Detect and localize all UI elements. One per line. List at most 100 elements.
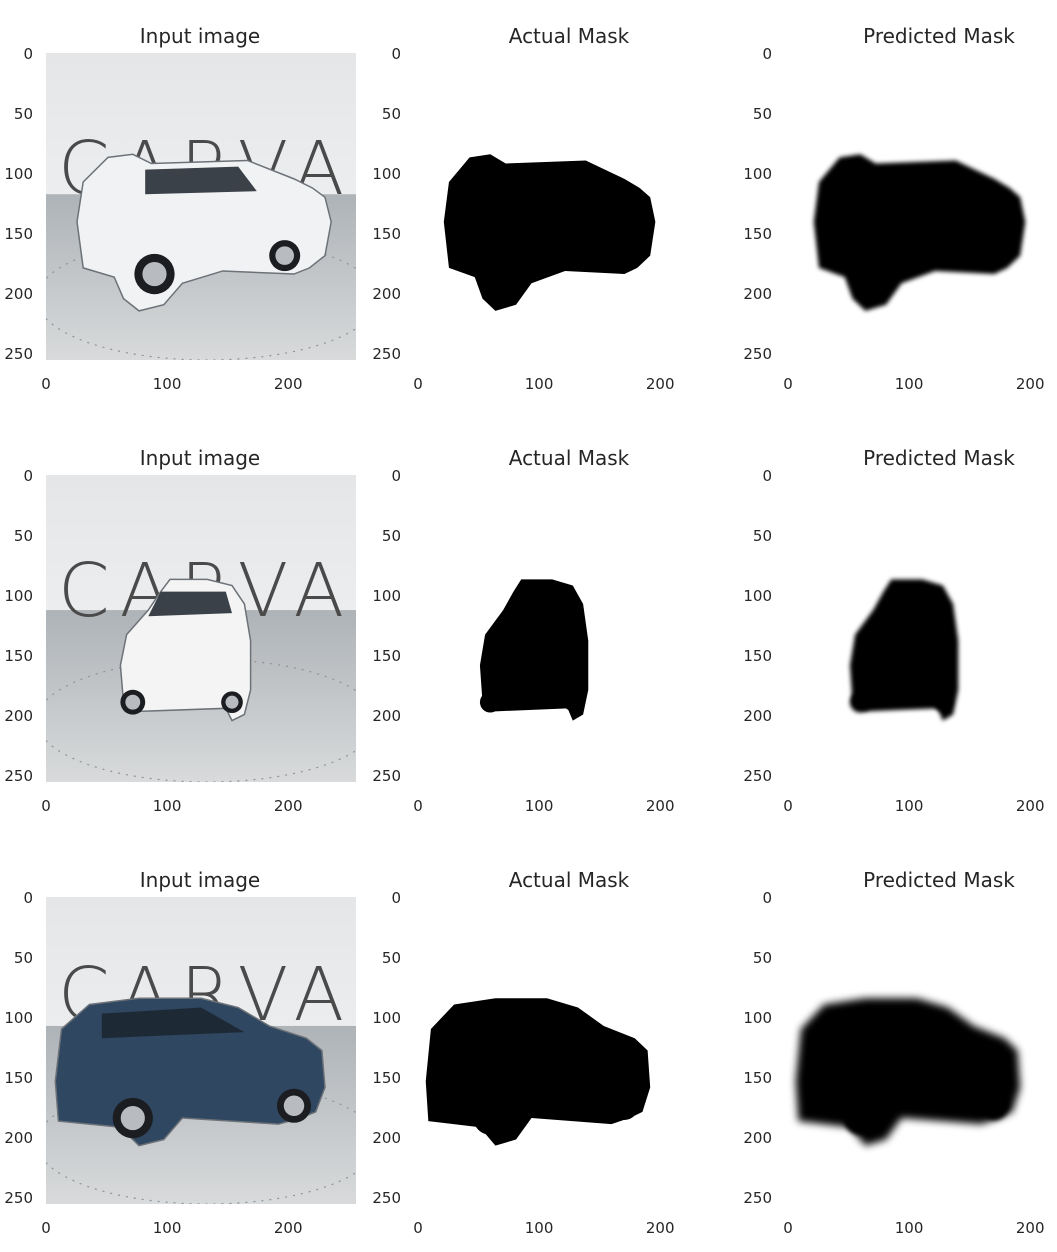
- panel-r3-c3-mask-blurred: Predicted Mask 0 50 100 150 200 250 0 100 200: [743, 868, 1046, 1237]
- mask-image: [418, 475, 676, 782]
- y-tick-label: 100: [372, 1009, 401, 1027]
- y-tick-label: 0: [23, 889, 33, 907]
- y-tick-label: 50: [753, 527, 772, 545]
- mask-wheel-blob: [849, 691, 871, 713]
- y-tick-label: 150: [372, 647, 401, 665]
- y-tick-label: 250: [4, 1189, 33, 1207]
- car-rim: [142, 261, 167, 287]
- y-tick-label: 100: [372, 165, 401, 183]
- y-tick-label: 50: [382, 527, 401, 545]
- y-tick-label: 150: [372, 1069, 401, 1087]
- y-tick-label: 100: [372, 587, 401, 605]
- x-tick-label: 100: [153, 1219, 182, 1237]
- y-tick-label: 200: [372, 285, 401, 303]
- panel-title: Actual Mask: [509, 868, 630, 892]
- mask-wheel-blob: [491, 257, 526, 291]
- y-tick-label: 0: [23, 467, 33, 485]
- predicted-mask: [849, 579, 959, 721]
- x-tick-label: 0: [413, 797, 423, 815]
- y-tick-label: 250: [4, 345, 33, 363]
- y-tick-label: 250: [372, 345, 401, 363]
- carvana-watermark: CARVANA: [58, 548, 480, 634]
- y-tick-label: 50: [753, 949, 772, 967]
- y-tick-label: 150: [4, 1069, 33, 1087]
- x-tick-label: 100: [153, 375, 182, 393]
- x-tick-label: 100: [153, 797, 182, 815]
- y-tick-label: 150: [4, 225, 33, 243]
- car-rim: [120, 1105, 145, 1131]
- panel-r2-c2-mask-sharp: Actual Mask 0 50 100 150 200 250 0 100 200: [372, 446, 676, 815]
- y-tick-label: 250: [4, 767, 33, 785]
- y-tick-label: 100: [743, 587, 772, 605]
- car-photo: CARVANA: [46, 475, 480, 782]
- y-tick-label: 100: [743, 1009, 772, 1027]
- x-tick-label: 200: [1016, 375, 1045, 393]
- panel-r3-c1-photo: Input image CARVANA 0 50 100 150 200 250 0 100 200: [4, 868, 356, 1237]
- panel-title: Actual Mask: [509, 24, 630, 48]
- panel-title: Input image: [140, 868, 260, 892]
- x-tick-label: 0: [783, 375, 793, 393]
- ground-truth-mask: [479, 579, 589, 721]
- mask-image: [788, 475, 1046, 782]
- y-tick-label: 150: [372, 225, 401, 243]
- x-tick-label: 200: [1016, 797, 1045, 815]
- y-tick-label: 200: [372, 707, 401, 725]
- car-window: [101, 1007, 245, 1039]
- car-rim: [125, 694, 141, 710]
- panel-title: Predicted Mask: [863, 446, 1015, 470]
- y-tick-label: 250: [372, 1189, 401, 1207]
- mask-image: [418, 897, 676, 1204]
- x-tick-label: 0: [41, 1219, 51, 1237]
- x-tick-label: 200: [274, 797, 303, 815]
- car-photo: CARVANA: [46, 53, 356, 360]
- car-rim: [275, 246, 295, 265]
- x-tick-label: 200: [274, 375, 303, 393]
- y-tick-label: 0: [762, 889, 772, 907]
- y-tick-label: 200: [743, 707, 772, 725]
- mask-wheel-blob: [603, 242, 630, 269]
- y-tick-label: 150: [743, 1069, 772, 1087]
- panel-title: Predicted Mask: [863, 868, 1015, 892]
- mask-wheel-blob: [563, 693, 582, 712]
- y-tick-label: 250: [743, 345, 772, 363]
- car-rim: [283, 1095, 305, 1116]
- y-tick-label: 100: [4, 587, 33, 605]
- y-tick-label: 150: [743, 647, 772, 665]
- x-tick-label: 0: [783, 797, 793, 815]
- mask-wheel-blob: [933, 693, 952, 712]
- y-tick-label: 50: [382, 105, 401, 123]
- mask-wheel-blob: [861, 257, 896, 291]
- y-tick-label: 200: [372, 1129, 401, 1147]
- x-tick-label: 100: [895, 1219, 924, 1237]
- y-tick-label: 250: [743, 1189, 772, 1207]
- x-tick-label: 200: [646, 1219, 675, 1237]
- car-window: [148, 591, 232, 617]
- y-tick-label: 200: [743, 1129, 772, 1147]
- x-tick-label: 0: [413, 375, 423, 393]
- y-tick-label: 150: [4, 647, 33, 665]
- x-tick-label: 100: [895, 797, 924, 815]
- y-tick-label: 0: [391, 889, 401, 907]
- y-tick-label: 250: [743, 767, 772, 785]
- y-tick-label: 200: [4, 1129, 33, 1147]
- car-rim: [225, 695, 239, 709]
- x-tick-label: 100: [895, 375, 924, 393]
- panel-r2-c1-photo: Input image CARVANA 0 50 100 150 200 250 0 100 200: [4, 446, 480, 815]
- panel-title: Input image: [140, 24, 260, 48]
- x-tick-label: 200: [1016, 1219, 1045, 1237]
- y-tick-label: 100: [4, 1009, 33, 1027]
- car-photo: CARVANA: [46, 897, 356, 1204]
- panel-r2-c3-mask-blurred: Predicted Mask 0 50 100 150 200 250 0 100 200: [743, 446, 1046, 815]
- panel-title: Predicted Mask: [863, 24, 1015, 48]
- x-tick-label: 0: [41, 797, 51, 815]
- mask-image: [788, 897, 1046, 1204]
- y-tick-label: 50: [14, 527, 33, 545]
- mask-wheel-blob: [980, 1091, 1009, 1120]
- x-tick-label: 0: [413, 1219, 423, 1237]
- panel-title: Actual Mask: [509, 446, 630, 470]
- y-tick-label: 0: [391, 467, 401, 485]
- mask-wheel-blob: [479, 691, 501, 713]
- x-tick-label: 0: [783, 1219, 793, 1237]
- y-tick-label: 0: [391, 45, 401, 63]
